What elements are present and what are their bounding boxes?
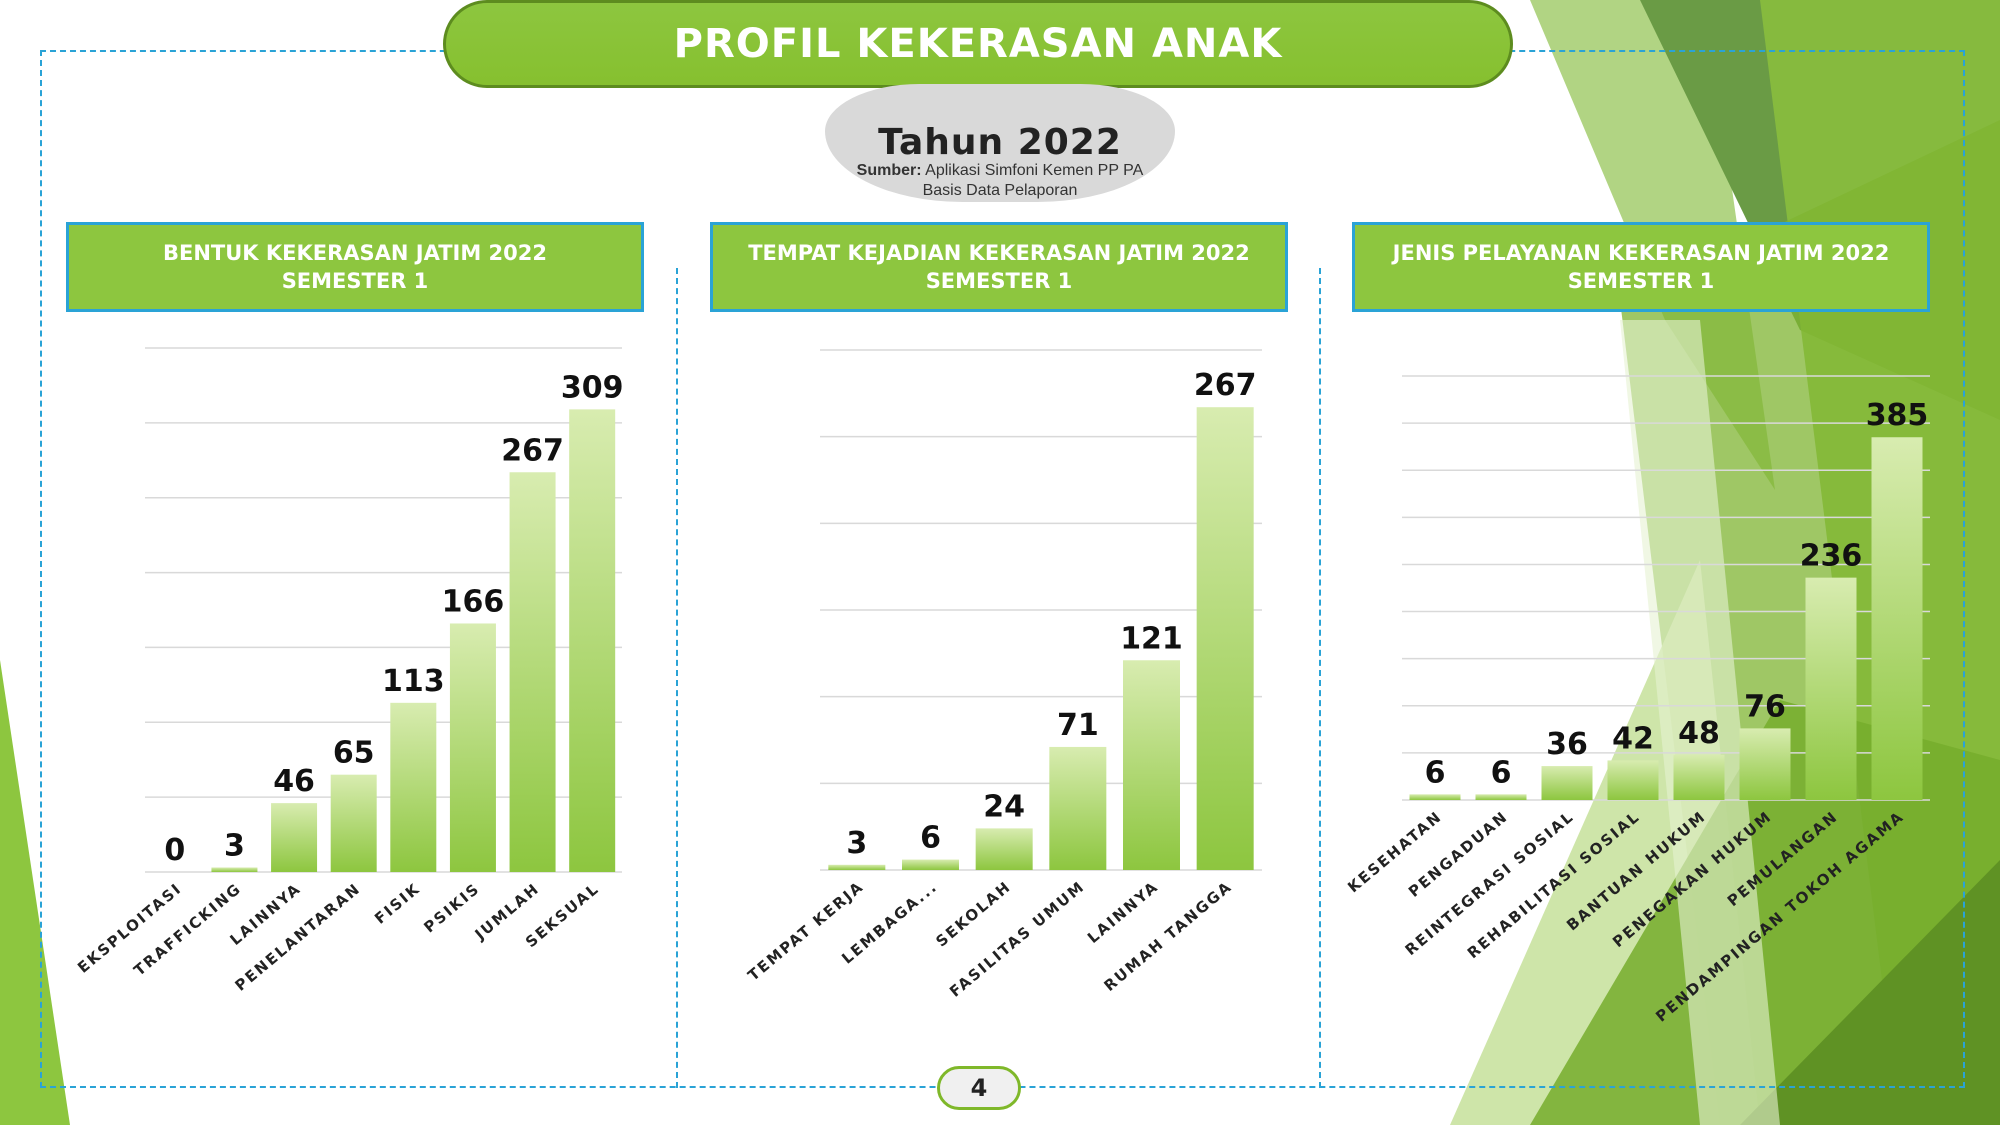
bar-psikis <box>449 623 496 872</box>
bar-jumlah <box>509 472 556 872</box>
bar-lembaga- <box>902 859 959 870</box>
category-label: RUMAH TANGGA <box>1100 877 1235 995</box>
page-title: PROFIL KEKERASAN ANAK <box>443 0 1513 88</box>
bar-fisik <box>390 702 437 872</box>
bar-bantuan-hukum <box>1673 754 1725 800</box>
data-label: 76 <box>1744 689 1786 724</box>
bar-rumah-tangga <box>1196 407 1254 870</box>
data-label: 3 <box>846 826 867 861</box>
data-label: 3 <box>224 829 245 864</box>
data-label: 166 <box>442 584 505 619</box>
chart-1: 0EKSPLOITASI3TRAFFICKING46LAINNYA65PENEL… <box>74 347 624 995</box>
year-label: Tahun 2022 <box>878 122 1122 163</box>
panel-divider-1 <box>676 268 678 1088</box>
data-label: 385 <box>1866 398 1929 433</box>
source-label: Sumber: <box>856 162 922 179</box>
data-label: 48 <box>1678 716 1720 751</box>
data-label: 6 <box>920 821 941 856</box>
panel-header-3: JENIS PELAYANAN KEKERASAN JATIM 2022 SEM… <box>1352 222 1930 312</box>
data-label: 42 <box>1612 721 1654 756</box>
data-label: 121 <box>1120 621 1183 656</box>
category-label: PEMULANGAN <box>1724 807 1842 910</box>
panel-divider-2 <box>1319 268 1321 1088</box>
bar-pengaduan <box>1475 794 1527 800</box>
category-label: TRAFFICKING <box>130 879 245 979</box>
bar-reintegrasi-sosial <box>1541 766 1593 800</box>
bar-penelantaran <box>330 774 377 872</box>
data-label: 65 <box>333 736 375 771</box>
bar-penegakan-hukum <box>1739 728 1791 800</box>
category-label: EKSPLOITASI <box>74 879 185 976</box>
bar-trafficking <box>211 867 258 872</box>
category-label: FISIK <box>371 879 424 927</box>
data-label: 6 <box>1425 755 1446 790</box>
data-label: 71 <box>1057 708 1099 743</box>
bar-seksual <box>569 409 616 872</box>
bar-sekolah <box>975 828 1033 870</box>
panel-2-subtitle: SEMESTER 1 <box>925 269 1073 293</box>
panel-3-title: JENIS PELAYANAN KEKERASAN JATIM 2022 <box>1392 241 1890 265</box>
bar-kesehatan <box>1409 794 1461 800</box>
bar-rehabilitasi-sosial <box>1607 760 1659 800</box>
source-line-2: Basis Data Pelaporan <box>922 182 1078 199</box>
page-number: 4 <box>937 1066 1021 1110</box>
bar-tempat-kerja <box>828 864 886 870</box>
panel-header-1: BENTUK KEKERASAN JATIM 2022 SEMESTER 1 <box>66 222 644 312</box>
category-label: LAINNYA <box>1084 877 1162 947</box>
year-oval <box>825 84 1175 202</box>
data-label: 309 <box>561 370 624 405</box>
bar-lainnya <box>271 803 318 872</box>
data-label: 0 <box>164 833 185 868</box>
data-label: 113 <box>382 664 445 699</box>
source-line: Sumber: Aplikasi Simfoni Kemen PP PA <box>825 162 1175 180</box>
data-label: 24 <box>983 789 1025 824</box>
panel-1-title: BENTUK KEKERASAN JATIM 2022 <box>162 241 548 265</box>
bar-fasilitas-umum <box>1049 746 1107 870</box>
category-label: PENDAMPINGAN TOKOH AGAMA <box>1652 807 1907 1025</box>
bar-pendampingan-tokoh-agama <box>1871 437 1923 800</box>
data-label: 236 <box>1800 539 1863 574</box>
panel-header-2: TEMPAT KEJADIAN KEKERASAN JATIM 2022 SEM… <box>710 222 1288 312</box>
panel-2-title: TEMPAT KEJADIAN KEKERASAN JATIM 2022 <box>748 241 1250 265</box>
data-label: 267 <box>1194 368 1257 403</box>
panel-1-subtitle: SEMESTER 1 <box>281 269 429 293</box>
panel-3-subtitle: SEMESTER 1 <box>1567 269 1715 293</box>
bar-lainnya <box>1123 660 1180 870</box>
bar-pemulangan <box>1805 577 1857 800</box>
source-value: Aplikasi Simfoni Kemen PP PA <box>925 162 1144 179</box>
data-label: 36 <box>1546 727 1588 762</box>
category-label: TEMPAT KERJA <box>744 877 867 984</box>
data-label: 46 <box>273 764 315 799</box>
data-label: 267 <box>501 433 564 468</box>
category-label: FASILITAS UMUM <box>946 877 1088 1000</box>
data-label: 6 <box>1491 755 1512 790</box>
